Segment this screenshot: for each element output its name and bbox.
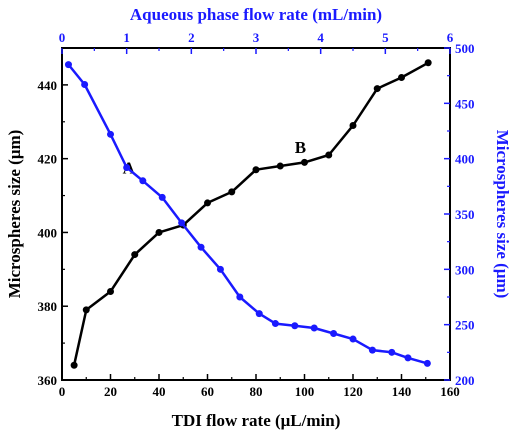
plot-frame: [61, 47, 451, 381]
bottom-axis-tick-label: 100: [295, 384, 315, 399]
series-B-point: [197, 243, 205, 251]
series-B-point: [368, 346, 376, 354]
right-axis-tick-label: 300: [455, 262, 475, 277]
series-A-point: [424, 59, 432, 67]
series-B-point: [158, 193, 166, 201]
bottom-axis-tick-label: 120: [343, 384, 363, 399]
left-axis-tick-label: 440: [38, 78, 58, 93]
left-axis-tick-label: 380: [38, 299, 58, 314]
left-axis-title: Microspheres size (μm): [5, 130, 24, 299]
series-B-point: [107, 130, 114, 138]
series-A-point: [131, 251, 139, 259]
series-A-point: [276, 162, 284, 170]
bottom-axis-tick-label: 140: [392, 384, 412, 399]
series-B-point: [423, 359, 431, 367]
series-B-point: [388, 348, 396, 356]
series-A-point: [70, 361, 78, 369]
bottom-axis-tick-label: 80: [250, 384, 263, 399]
right-axis-tick-label: 500: [455, 41, 475, 56]
series-A-point: [107, 287, 114, 295]
series-B-point: [310, 324, 318, 332]
top-axis-tick-label: 2: [188, 30, 195, 45]
bottom-axis-tick-label: 20: [104, 384, 117, 399]
series-B-point: [404, 354, 412, 362]
series-A-point: [398, 74, 405, 82]
series-A-point: [82, 306, 90, 314]
left-axis-tick-label: 420: [38, 152, 58, 167]
series-A-point: [252, 166, 260, 174]
bottom-axis-tick-label: 40: [153, 384, 166, 399]
series-A-point: [204, 199, 211, 207]
top-axis-tick-label: 3: [253, 30, 260, 45]
series-B-label: B: [295, 138, 306, 157]
series-A-point: [325, 151, 333, 159]
series-B-point: [216, 265, 224, 273]
series-B-point: [271, 320, 279, 328]
right-axis-title: Microspheres size (μm): [493, 130, 510, 299]
bottom-axis-tick-label: 160: [440, 384, 460, 399]
series-B-line: [67, 63, 428, 365]
bottom-axis-tick-label: 60: [201, 384, 214, 399]
series-B-point: [123, 164, 131, 172]
series-B-point: [178, 219, 186, 227]
top-axis-title: Aqueous phase flow rate (mL/min): [130, 5, 382, 24]
right-axis-tick-label: 450: [455, 96, 475, 111]
top-axis-tick-label: 4: [317, 30, 324, 45]
top-axis-tick-label: 5: [382, 30, 389, 45]
series-B-point: [255, 310, 263, 318]
left-axis-tick-label: 400: [38, 225, 58, 240]
series-A-point: [155, 228, 163, 236]
series-B-point: [291, 322, 299, 330]
series-A-point: [301, 158, 308, 166]
series-A-point: [228, 188, 236, 196]
left-axis-tick-label: 360: [38, 373, 58, 388]
series-B-point: [349, 335, 357, 343]
series-B-point: [81, 81, 89, 89]
series-B-point: [139, 177, 147, 185]
series-A-point: [373, 85, 381, 93]
top-axis-tick-label: 0: [59, 30, 66, 45]
series-A-line: [72, 61, 429, 366]
top-axis-tick-label: 6: [447, 30, 454, 45]
series-B-point: [236, 293, 244, 301]
right-axis-tick-label: 250: [455, 318, 475, 333]
right-axis-tick-label: 200: [455, 373, 475, 388]
right-axis-tick-label: 400: [455, 152, 475, 167]
series-B-point: [64, 61, 72, 69]
series-B-point: [330, 330, 338, 338]
series-A-point: [349, 121, 357, 129]
top-axis-tick-label: 1: [123, 30, 130, 45]
bottom-axis-tick-label: 0: [59, 384, 66, 399]
right-axis-tick-label: 350: [455, 207, 475, 222]
bottom-axis-title: TDI flow rate (μL/min): [172, 411, 341, 430]
